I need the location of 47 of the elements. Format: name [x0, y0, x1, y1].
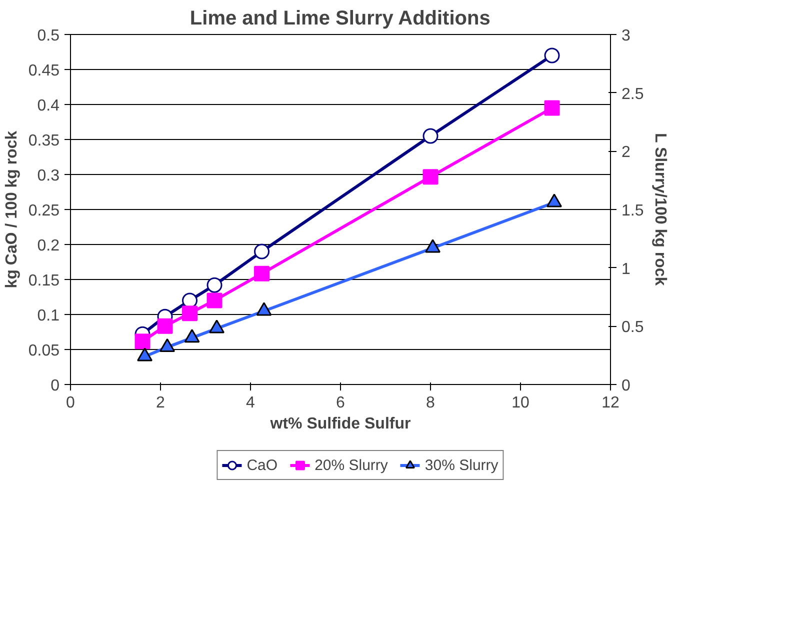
y-tick-label: 0 [50, 378, 60, 394]
y2-tick-label: 2 [622, 144, 630, 162]
x-tick-label: 12 [602, 394, 620, 412]
chart-title: Lime and Lime Slurry Additions [190, 8, 490, 30]
point [422, 128, 438, 144]
point [184, 329, 200, 343]
point [425, 239, 440, 253]
y-tick-label: 0.15 [28, 272, 60, 290]
x-tick-label: 4 [246, 394, 256, 412]
y2-tick-label: 2.5 [622, 86, 644, 103]
legend-label: 20% Slurry [314, 456, 388, 474]
point [254, 266, 270, 282]
x-tick-label: 10 [512, 394, 530, 412]
x-axis-title: wt% Sulfide Sulfur [269, 416, 411, 432]
y-tick-label: 0.45 [28, 62, 60, 80]
point [254, 244, 270, 260]
y2-axis-title: L Slurry/100 kg rock [652, 133, 669, 286]
x-tick-label: 2 [156, 394, 166, 412]
y-axis-title: kg CaO / 100 kg rock [3, 130, 20, 288]
point [137, 348, 152, 362]
y-tick-label: 0.2 [37, 238, 60, 254]
y-tick-label: 0.3 [37, 168, 60, 184]
y-tick-label: 0.35 [28, 132, 60, 150]
point [422, 169, 438, 185]
point [209, 320, 224, 334]
y2-tick-label: 3 [622, 28, 630, 44]
x-tick-label: 0 [66, 394, 76, 412]
y-tick-label: 0.25 [28, 202, 60, 220]
x-tick-label: 6 [336, 394, 346, 412]
point [544, 100, 560, 116]
point [546, 194, 562, 208]
y-tick-label: 0.4 [37, 98, 60, 114]
y2-tick-label: 1 [622, 260, 630, 278]
point [256, 302, 272, 316]
y2-tick-label: 0 [622, 378, 630, 394]
y2-tick-label: 1.5 [622, 202, 644, 220]
y-tick-label: 0.5 [37, 28, 60, 44]
y-tick-label: 0.05 [28, 342, 60, 360]
point [206, 277, 222, 293]
legend-label: 30% Slurry [424, 456, 498, 474]
point [160, 338, 175, 352]
y2-tick-label: 0.5 [622, 319, 644, 336]
legend-label: CaO [246, 456, 278, 474]
point [206, 292, 222, 308]
y-tick-label: 0.1 [37, 308, 60, 324]
point [544, 48, 560, 64]
x-tick-label: 8 [426, 394, 436, 412]
